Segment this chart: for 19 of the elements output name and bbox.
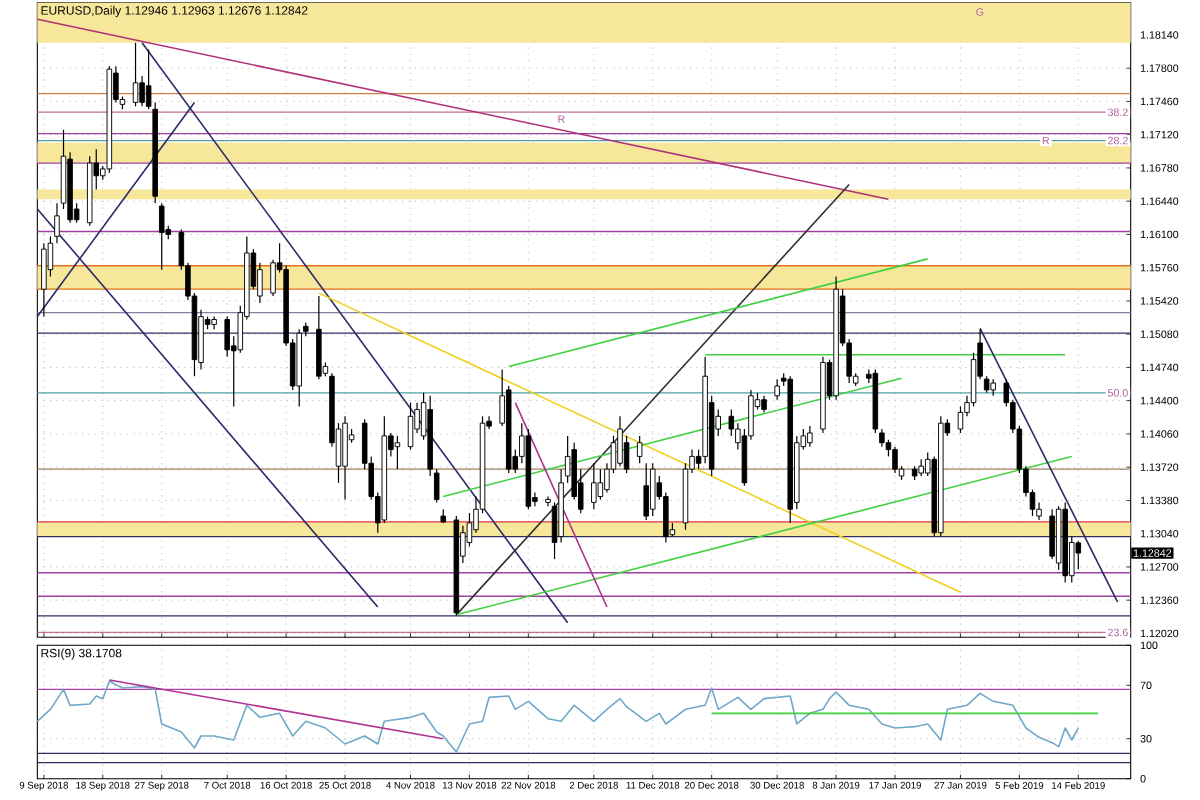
candlestick bbox=[342, 415, 348, 501]
candlestick bbox=[1075, 540, 1082, 570]
candlestick bbox=[617, 415, 623, 467]
candlestick bbox=[643, 462, 649, 521]
candlestick bbox=[591, 462, 597, 510]
candlestick bbox=[394, 435, 401, 470]
candlestick bbox=[158, 202, 165, 271]
candlestick bbox=[807, 425, 813, 448]
candlestick bbox=[892, 446, 898, 474]
candlestick bbox=[1049, 508, 1055, 560]
candlestick bbox=[316, 295, 322, 380]
candlestick bbox=[41, 242, 47, 318]
candlestick bbox=[774, 378, 780, 401]
candlestick bbox=[407, 402, 414, 451]
candlestick bbox=[597, 468, 604, 501]
candlestick bbox=[649, 462, 656, 517]
candlestick bbox=[132, 42, 139, 107]
candlestick bbox=[636, 435, 643, 464]
line-series bbox=[36, 680, 1080, 753]
